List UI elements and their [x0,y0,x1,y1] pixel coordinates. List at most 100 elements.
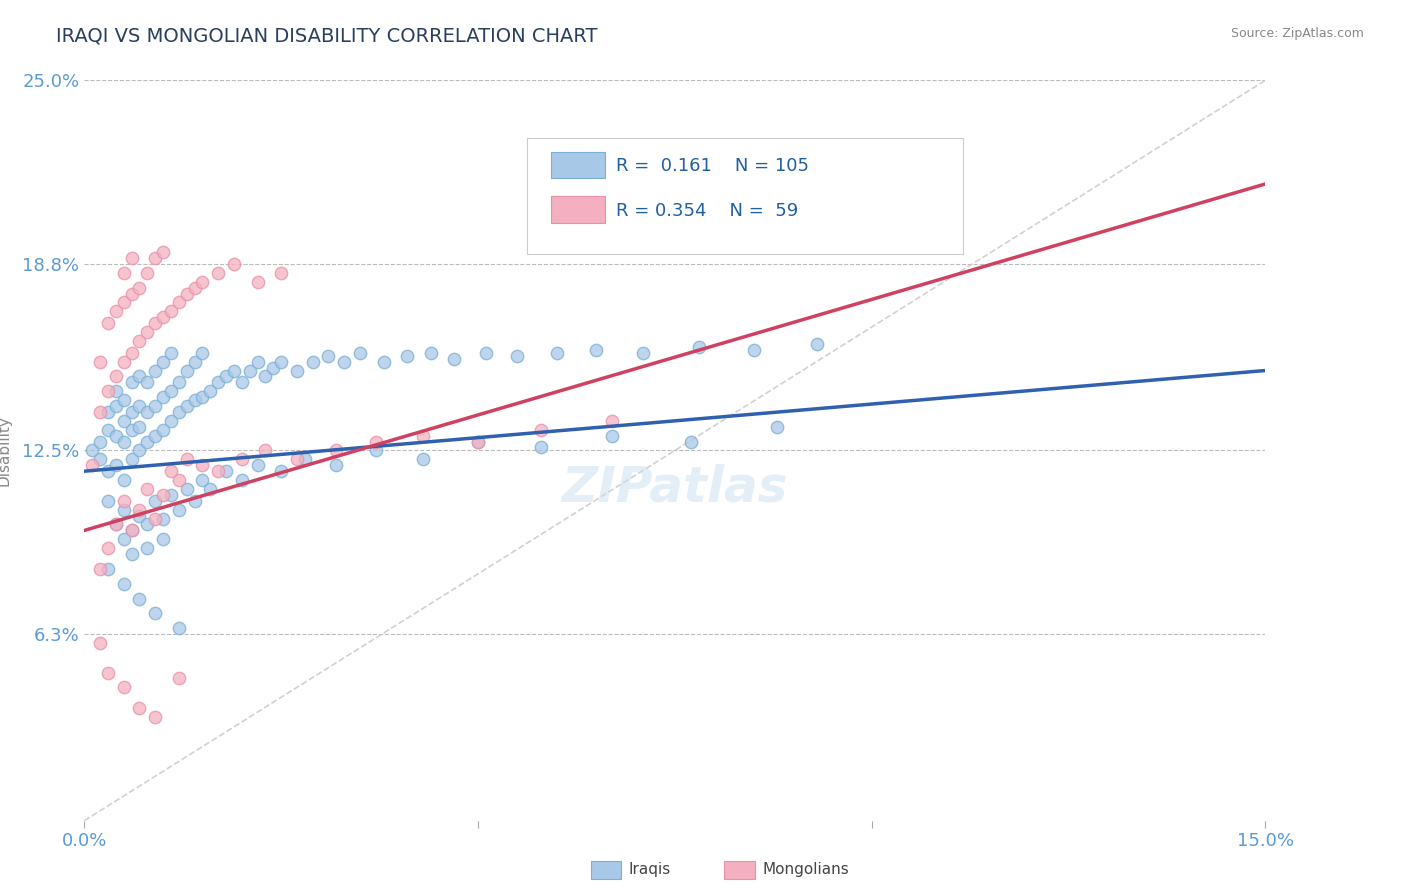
Point [104,304,127,318]
Point [136,325,159,339]
Point [104,384,127,399]
Point [585,343,607,357]
Point [112,354,135,368]
Point [191,345,214,359]
Point [136,405,159,419]
Point [112,681,135,695]
Point [112,434,135,449]
Point [530,423,553,437]
Point [318,349,340,363]
Point [97,665,120,680]
Point [419,345,441,359]
Point [143,363,166,377]
Text: ZIPatlas: ZIPatlas [561,464,789,511]
Point [121,547,143,561]
Point [89,405,111,419]
Point [167,672,190,686]
Point [301,354,323,368]
Point [143,428,166,442]
Point [412,452,434,467]
Point [128,502,150,516]
Point [128,334,150,348]
Point [246,354,269,368]
Point [97,493,120,508]
Point [112,414,135,428]
Point [183,280,205,294]
Point [167,405,190,419]
Point [136,541,159,556]
Point [373,354,395,368]
Text: IRAQI VS MONGOLIAN DISABILITY CORRELATION CHART: IRAQI VS MONGOLIAN DISABILITY CORRELATIO… [56,27,598,45]
Point [89,354,111,368]
Point [191,458,214,473]
Point [121,452,143,467]
Point [112,266,135,280]
Point [325,443,347,458]
Point [136,434,159,449]
Point [152,354,174,368]
Point [467,434,489,449]
Point [176,399,198,413]
Point [200,482,222,496]
Point [112,393,135,408]
Point [82,443,104,458]
Point [688,340,710,354]
Point [270,464,292,478]
Point [104,399,127,413]
Point [112,493,135,508]
Point [294,452,316,467]
Point [246,458,269,473]
Point [121,345,143,359]
Point [349,345,371,359]
Point [325,458,347,473]
Point [285,363,308,377]
Point [176,363,198,377]
Point [679,434,702,449]
Point [143,607,166,621]
Point [160,464,183,478]
Point [231,376,253,390]
Point [396,349,419,363]
Text: Mongolians: Mongolians [762,863,849,877]
Point [121,405,143,419]
Point [207,266,229,280]
Point [285,452,308,467]
Point [546,345,568,359]
Point [97,562,120,576]
Point [443,351,465,366]
Point [89,434,111,449]
Point [183,354,205,368]
Point [104,517,127,532]
Point [97,384,120,399]
Text: R = 0.354    N =  59: R = 0.354 N = 59 [616,202,799,219]
Point [506,349,529,363]
Point [254,443,277,458]
Point [128,399,150,413]
Point [207,464,229,478]
Point [112,576,135,591]
Point [152,390,174,404]
Point [633,345,655,359]
Point [333,354,356,368]
Point [160,384,183,399]
Point [167,621,190,635]
Point [231,473,253,487]
Point [112,502,135,516]
Point [152,488,174,502]
Point [112,473,135,487]
Point [152,423,174,437]
Point [128,701,150,715]
Point [104,458,127,473]
Point [183,493,205,508]
Point [475,345,498,359]
Point [82,458,104,473]
Point [191,390,214,404]
Point [160,414,183,428]
Point [806,336,828,351]
Point [89,452,111,467]
Point [128,369,150,384]
Point [143,493,166,508]
Point [104,428,127,442]
Point [530,441,553,455]
Point [600,414,623,428]
